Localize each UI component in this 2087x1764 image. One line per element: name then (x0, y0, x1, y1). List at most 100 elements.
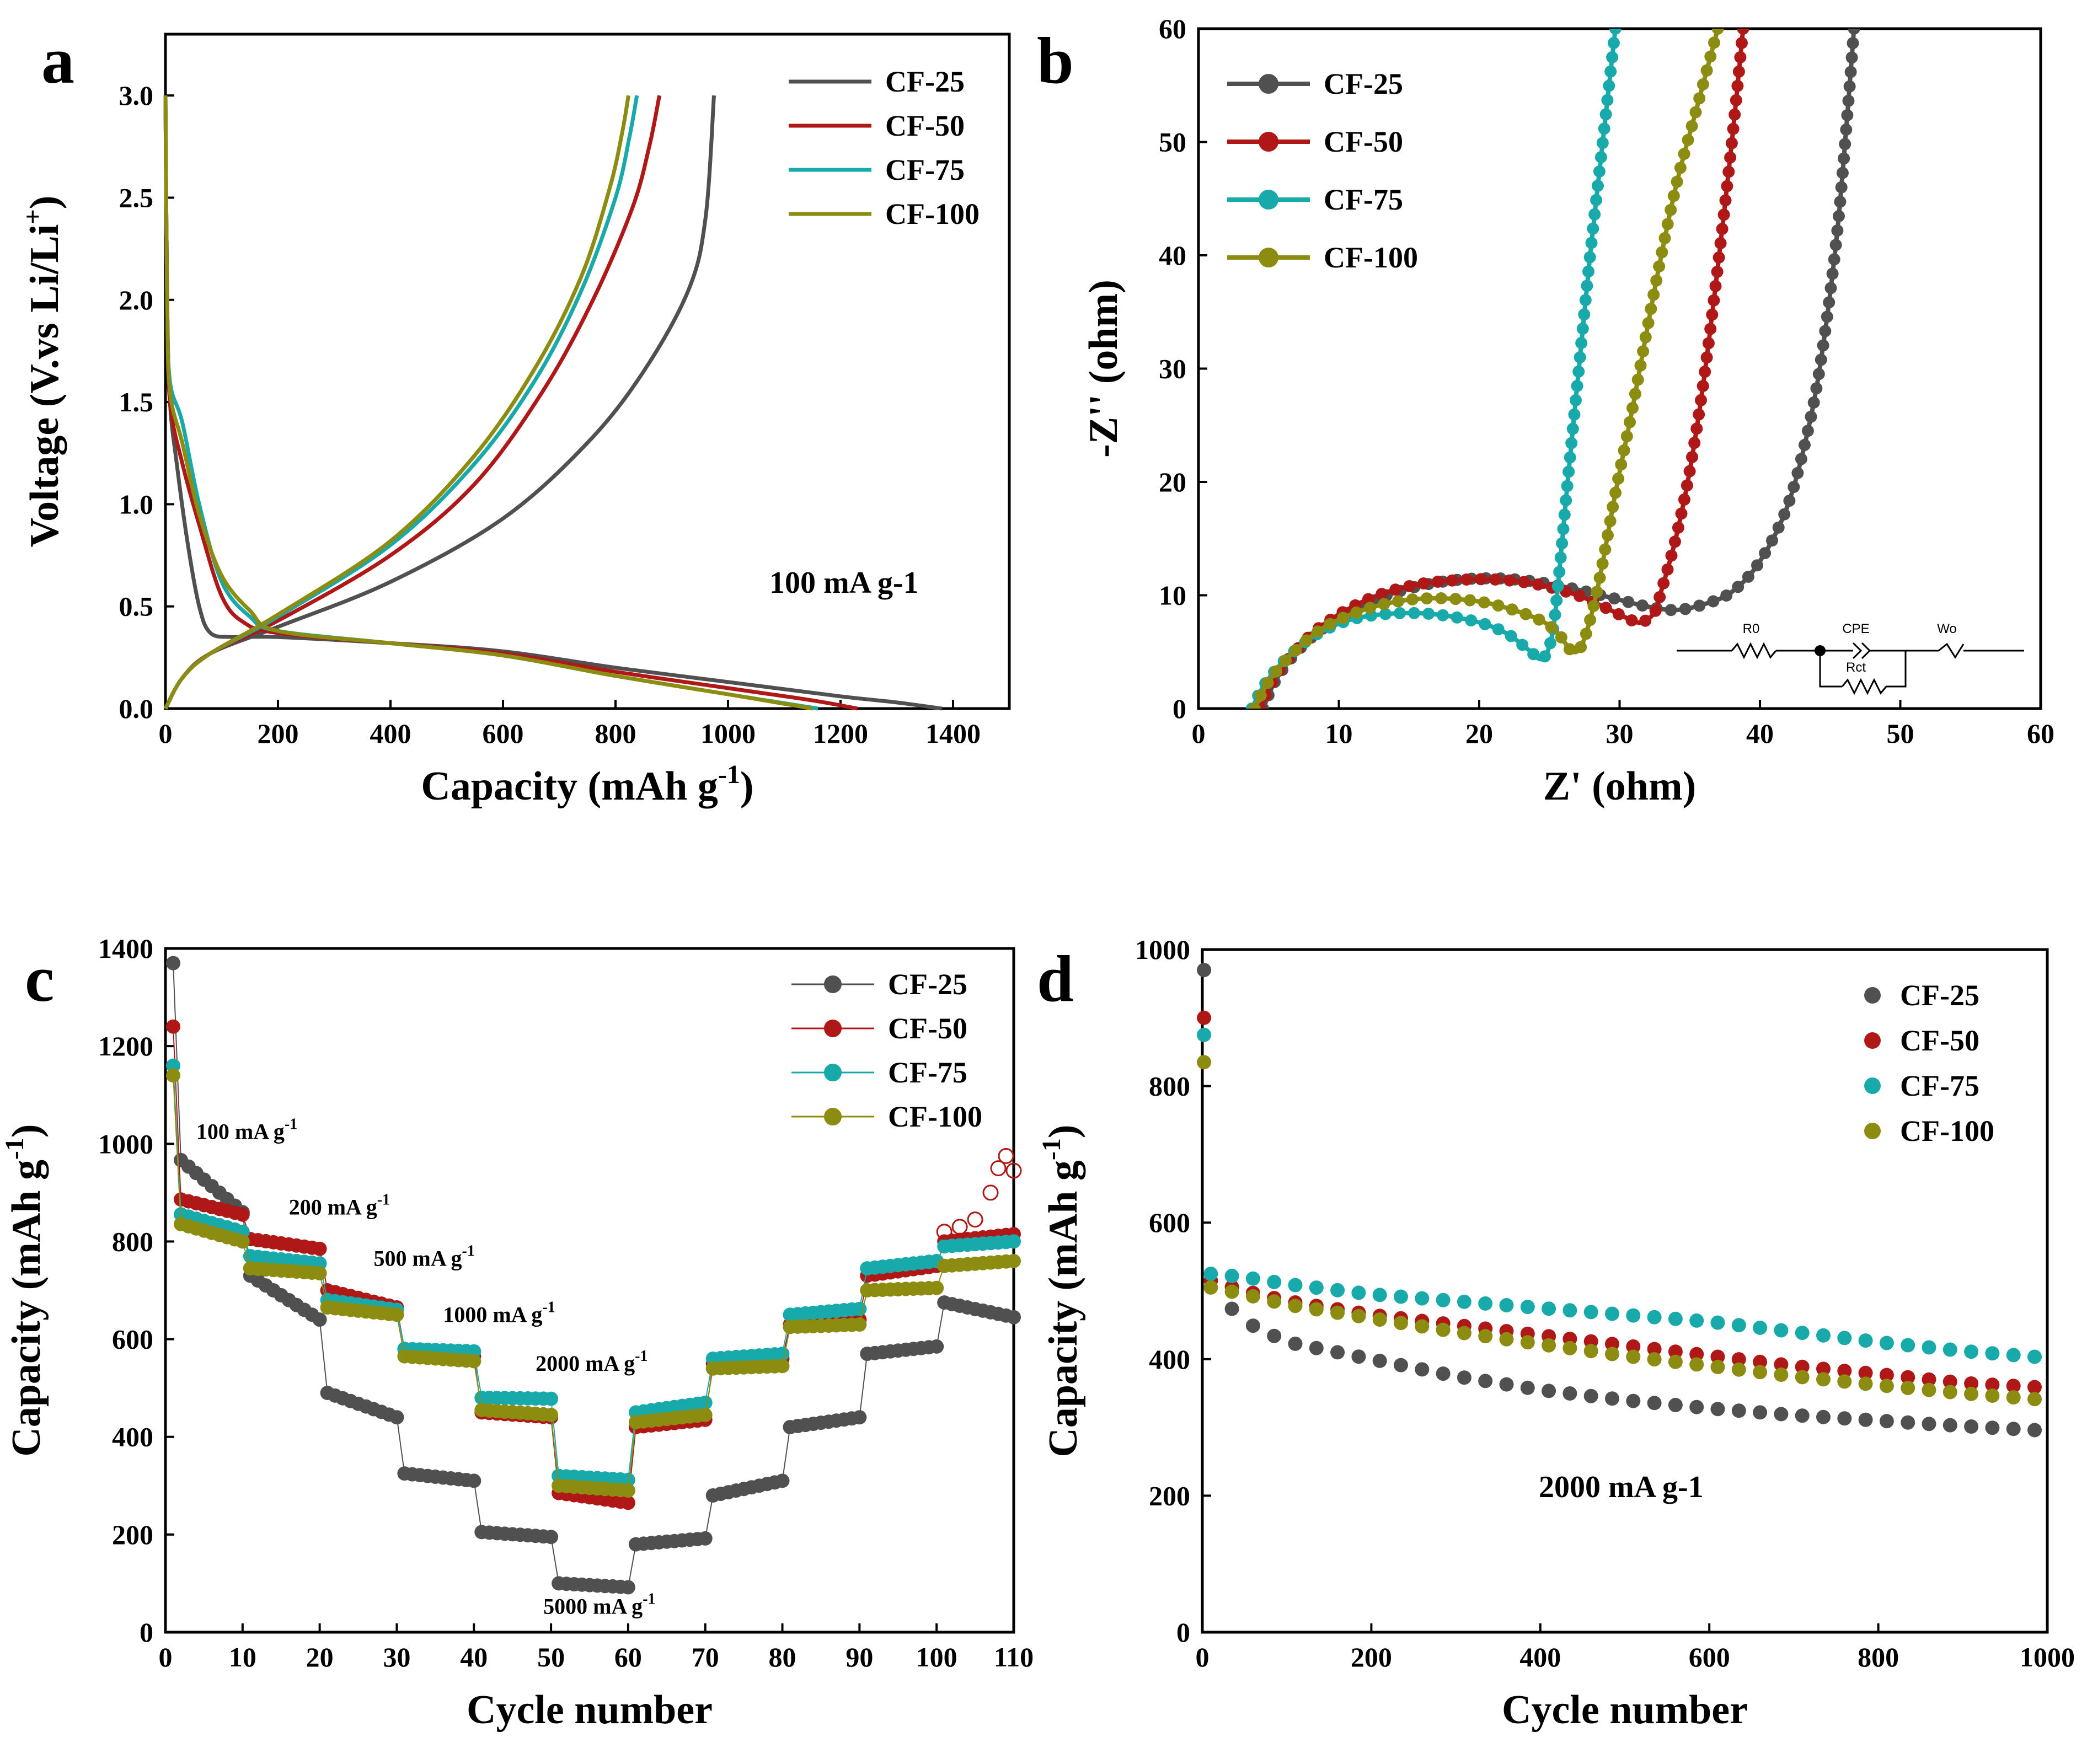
x-tick-label: 600 (483, 718, 524, 749)
data-point-cf-100 (1520, 1335, 1535, 1350)
legend-marker-cf-100 (1259, 248, 1278, 267)
resistor-r0 (1731, 642, 1777, 660)
data-point-cf-25 (1835, 181, 1848, 194)
data-point-cf-75 (1583, 1305, 1598, 1320)
x-tick-label: 600 (1689, 1642, 1730, 1672)
data-point-cf-100 (1562, 1341, 1577, 1355)
data-point-cf-100 (1270, 665, 1282, 678)
data-point-cf-50-charge (951, 1219, 968, 1235)
data-point-cf-75 (1668, 1311, 1683, 1326)
data-point-cf-50 (1489, 573, 1501, 586)
legend-marker-cf-25 (1259, 74, 1278, 94)
x-tick-label: 30 (383, 1642, 410, 1672)
data-point-cf-50 (1710, 1349, 1725, 1364)
data-point-cf-100 (1661, 218, 1674, 230)
data-point-cf-100 (1678, 148, 1690, 160)
data-point-cf-100 (1350, 606, 1363, 619)
data-point-cf-75 (1710, 1315, 1725, 1330)
data-point-cf-75 (1557, 523, 1570, 535)
data-point-cf-75 (1599, 108, 1612, 121)
data-point-cf-100 (1224, 1284, 1239, 1299)
data-point-cf-100 (1879, 1379, 1894, 1393)
data-point-cf-25 (1837, 1411, 1852, 1426)
data-point-cf-75 (1571, 379, 1583, 392)
cpe-element (1861, 642, 1871, 660)
rate-label-sup: -1 (542, 1299, 555, 1316)
data-point-cf-25 (1330, 1345, 1345, 1360)
y-axis-label-text: Capacity (mAh g (4, 1160, 49, 1457)
data-point-cf-100 (1795, 1370, 1810, 1385)
x-tick-label: 1000 (700, 718, 756, 749)
data-point-cf-100 (312, 1266, 327, 1280)
data-point-cf-25 (1922, 1417, 1936, 1431)
data-point-cf-100 (1626, 401, 1639, 414)
y-tick-label: 0.0 (119, 693, 154, 724)
data-point-cf-100 (1731, 1362, 1746, 1377)
data-point-cf-50 (1653, 591, 1666, 603)
data-point-cf-100 (1658, 232, 1671, 244)
x-tick-label: 200 (1351, 1642, 1392, 1672)
y-tick-label: 400 (112, 1422, 153, 1452)
data-point-cf-50-charge (982, 1184, 999, 1201)
data-point-cf-50 (1668, 1344, 1683, 1359)
x-tick-label: 50 (537, 1642, 565, 1672)
data-point-cf-75 (1408, 607, 1420, 619)
data-point-cf-25 (1795, 453, 1807, 465)
data-point-cf-25 (1810, 382, 1823, 395)
data-point-cf-50 (1714, 237, 1727, 250)
rate-label: 100 mA g-1 (196, 1116, 297, 1144)
data-point-cf-100 (389, 1307, 404, 1322)
data-point-cf-50 (1417, 577, 1430, 590)
data-point-cf-25 (2027, 1423, 2042, 1438)
x-tick-label: 800 (595, 718, 636, 749)
data-point-cf-25 (1843, 80, 1856, 93)
legend-marker-cf-50 (1864, 1032, 1881, 1049)
rate-label-sup: -1 (635, 1348, 647, 1365)
x-axis-label-text: Cycle number (1502, 1687, 1748, 1733)
data-point-cf-25 (1679, 603, 1692, 615)
data-point-cf-100 (1711, 29, 1724, 35)
rate-label-text: 500 mA g (374, 1246, 462, 1271)
x-axis-label-text: Capacity (mAh g (421, 764, 718, 809)
data-point-cf-25 (698, 1531, 713, 1546)
legend-label-cf-25: CF-25 (885, 65, 965, 98)
data-point-cf-50 (1724, 151, 1737, 164)
data-point-cf-75 (1422, 608, 1435, 620)
legend-label-cf-50: CF-50 (1324, 125, 1403, 158)
data-point-cf-75 (1879, 1336, 1894, 1350)
data-point-cf-50 (1736, 37, 1748, 49)
data-point-cf-50 (1686, 451, 1698, 463)
data-point-cf-25 (1964, 1419, 1979, 1434)
data-point-cf-25 (1520, 1380, 1535, 1395)
data-point-cf-50 (620, 1495, 635, 1510)
data-point-cf-100 (1665, 203, 1677, 216)
data-point-cf-75 (1565, 437, 1578, 449)
data-point-cf-100 (1289, 644, 1302, 657)
data-point-cf-75 (1551, 580, 1564, 593)
data-point-cf-75 (1457, 1294, 1471, 1309)
data-point-cf-50 (1717, 208, 1730, 221)
data-point-cf-75 (1605, 1306, 1619, 1321)
data-point-cf-75 (1330, 1283, 1345, 1297)
legend-marker-cf-75 (824, 1064, 842, 1081)
circuit-label: R0 (1743, 621, 1760, 636)
data-point-cf-75 (1922, 1340, 1936, 1355)
data-point-cf-100 (1639, 331, 1652, 344)
data-point-cf-75 (1606, 51, 1619, 63)
data-point-cf-50 (312, 1241, 327, 1256)
data-point-cf-25 (1707, 595, 1720, 608)
data-point-cf-25 (1499, 1377, 1514, 1392)
data-point-cf-75 (852, 1301, 867, 1316)
data-point-cf-75 (1224, 1268, 1239, 1283)
data-point-cf-25 (1636, 599, 1649, 612)
y-tick-label: 1200 (98, 1031, 153, 1061)
data-point-cf-100 (1435, 592, 1447, 604)
data-point-cf-100 (1392, 595, 1404, 608)
data-point-cf-75 (1556, 537, 1569, 550)
y-tick-label: 3.0 (119, 80, 154, 111)
data-point-cf-25 (1901, 1415, 1915, 1430)
data-point-cf-75 (1574, 351, 1586, 363)
data-point-cf-50 (1711, 265, 1724, 278)
data-point-cf-50 (1901, 1370, 1915, 1385)
data-point-cf-75 (1372, 1288, 1387, 1302)
